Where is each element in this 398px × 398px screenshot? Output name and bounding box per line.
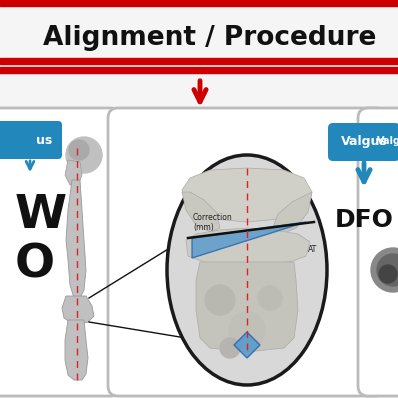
FancyBboxPatch shape <box>328 123 398 161</box>
Circle shape <box>66 137 102 173</box>
Polygon shape <box>62 296 94 324</box>
FancyBboxPatch shape <box>366 124 398 158</box>
FancyBboxPatch shape <box>358 108 398 396</box>
FancyBboxPatch shape <box>108 108 386 396</box>
Text: Correction
(mm): Correction (mm) <box>193 213 233 232</box>
Polygon shape <box>182 192 220 232</box>
Text: O: O <box>15 242 55 287</box>
Circle shape <box>229 312 265 348</box>
Polygon shape <box>234 332 260 358</box>
Polygon shape <box>196 262 298 352</box>
Polygon shape <box>192 222 306 258</box>
FancyBboxPatch shape <box>0 121 62 159</box>
Text: Alignment / Procedure: Alignment / Procedure <box>43 25 377 51</box>
Text: DFO: DFO <box>335 208 394 232</box>
Circle shape <box>205 285 235 315</box>
Text: Valgus: Valgus <box>377 136 398 146</box>
Polygon shape <box>186 228 310 264</box>
Circle shape <box>258 286 282 310</box>
Circle shape <box>379 265 397 283</box>
Polygon shape <box>65 320 88 380</box>
Polygon shape <box>272 192 312 234</box>
Polygon shape <box>182 168 312 222</box>
Ellipse shape <box>167 155 327 385</box>
Circle shape <box>371 248 398 292</box>
FancyBboxPatch shape <box>0 108 120 396</box>
Circle shape <box>220 338 240 358</box>
Text: W: W <box>15 193 67 238</box>
Text: AT: AT <box>308 246 317 254</box>
Text: us: us <box>36 133 52 146</box>
Polygon shape <box>66 180 86 298</box>
Circle shape <box>377 254 398 286</box>
Polygon shape <box>65 160 82 185</box>
Circle shape <box>69 140 89 160</box>
Text: Valgus: Valgus <box>341 135 387 148</box>
